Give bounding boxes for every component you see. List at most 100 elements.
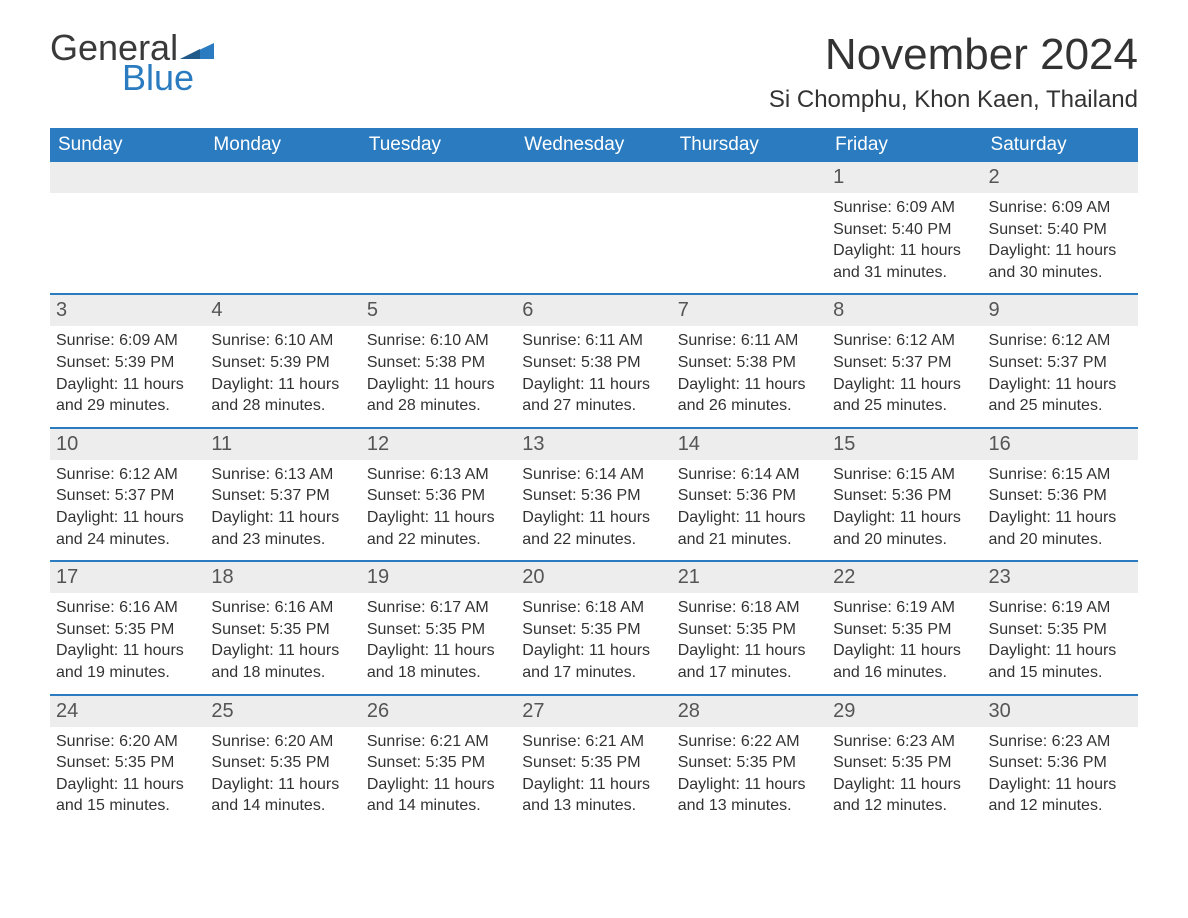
day-day1: Daylight: 11 hours [833,774,976,796]
day-body: Sunrise: 6:18 AMSunset: 5:35 PMDaylight:… [516,593,671,693]
day-sunrise: Sunrise: 6:10 AM [211,330,354,352]
calendar-cell: 12Sunrise: 6:13 AMSunset: 5:36 PMDayligh… [361,429,516,560]
day-sunrise: Sunrise: 6:22 AM [678,731,821,753]
day-day2: and 15 minutes. [56,795,199,817]
calendar-cell [361,162,516,293]
day-number: 11 [205,429,360,460]
day-number: 9 [983,295,1138,326]
day-sunset: Sunset: 5:38 PM [678,352,821,374]
calendar-cell: 18Sunrise: 6:16 AMSunset: 5:35 PMDayligh… [205,562,360,693]
day-day1: Daylight: 11 hours [989,240,1132,262]
day-number: 25 [205,696,360,727]
day-number [672,162,827,193]
brand-logo: General Blue [50,30,214,96]
day-sunset: Sunset: 5:40 PM [833,219,976,241]
day-day1: Daylight: 11 hours [678,640,821,662]
day-day2: and 28 minutes. [211,395,354,417]
day-sunrise: Sunrise: 6:12 AM [833,330,976,352]
day-sunset: Sunset: 5:37 PM [833,352,976,374]
day-number: 23 [983,562,1138,593]
day-sunrise: Sunrise: 6:17 AM [367,597,510,619]
calendar-cell: 21Sunrise: 6:18 AMSunset: 5:35 PMDayligh… [672,562,827,693]
day-sunrise: Sunrise: 6:15 AM [833,464,976,486]
day-sunset: Sunset: 5:35 PM [211,619,354,641]
day-day2: and 20 minutes. [833,529,976,551]
day-sunset: Sunset: 5:38 PM [522,352,665,374]
day-body: Sunrise: 6:09 AMSunset: 5:40 PMDaylight:… [827,193,982,293]
day-body: Sunrise: 6:11 AMSunset: 5:38 PMDaylight:… [672,326,827,426]
day-body: Sunrise: 6:14 AMSunset: 5:36 PMDaylight:… [672,460,827,560]
day-day2: and 12 minutes. [989,795,1132,817]
day-number: 3 [50,295,205,326]
day-day2: and 29 minutes. [56,395,199,417]
day-day1: Daylight: 11 hours [833,507,976,529]
day-day1: Daylight: 11 hours [367,374,510,396]
day-sunrise: Sunrise: 6:10 AM [367,330,510,352]
day-body: Sunrise: 6:17 AMSunset: 5:35 PMDaylight:… [361,593,516,693]
calendar-cell [516,162,671,293]
calendar-cell: 25Sunrise: 6:20 AMSunset: 5:35 PMDayligh… [205,696,360,827]
day-number: 15 [827,429,982,460]
calendar-cell: 20Sunrise: 6:18 AMSunset: 5:35 PMDayligh… [516,562,671,693]
day-sunrise: Sunrise: 6:20 AM [56,731,199,753]
day-body: Sunrise: 6:12 AMSunset: 5:37 PMDaylight:… [983,326,1138,426]
day-body: Sunrise: 6:18 AMSunset: 5:35 PMDaylight:… [672,593,827,693]
calendar-cell [50,162,205,293]
calendar-cell: 10Sunrise: 6:12 AMSunset: 5:37 PMDayligh… [50,429,205,560]
day-sunset: Sunset: 5:35 PM [56,752,199,774]
day-day1: Daylight: 11 hours [522,774,665,796]
calendar-cell: 5Sunrise: 6:10 AMSunset: 5:38 PMDaylight… [361,295,516,426]
day-sunset: Sunset: 5:35 PM [367,752,510,774]
calendar-cell [205,162,360,293]
day-sunrise: Sunrise: 6:19 AM [833,597,976,619]
calendar-week: 24Sunrise: 6:20 AMSunset: 5:35 PMDayligh… [50,694,1138,827]
day-sunrise: Sunrise: 6:14 AM [522,464,665,486]
calendar-cell: 26Sunrise: 6:21 AMSunset: 5:35 PMDayligh… [361,696,516,827]
location-text: Si Chomphu, Khon Kaen, Thailand [769,86,1138,114]
day-day1: Daylight: 11 hours [522,507,665,529]
day-day2: and 20 minutes. [989,529,1132,551]
day-number: 26 [361,696,516,727]
day-body: Sunrise: 6:09 AMSunset: 5:40 PMDaylight:… [983,193,1138,293]
day-body: Sunrise: 6:21 AMSunset: 5:35 PMDaylight:… [361,727,516,827]
day-day1: Daylight: 11 hours [56,374,199,396]
calendar-cell: 4Sunrise: 6:10 AMSunset: 5:39 PMDaylight… [205,295,360,426]
weekday-thu: Thursday [672,128,827,162]
day-sunrise: Sunrise: 6:15 AM [989,464,1132,486]
calendar-week: 10Sunrise: 6:12 AMSunset: 5:37 PMDayligh… [50,427,1138,560]
day-day2: and 24 minutes. [56,529,199,551]
day-day2: and 26 minutes. [678,395,821,417]
day-number: 10 [50,429,205,460]
day-number: 14 [672,429,827,460]
weekday-sun: Sunday [50,128,205,162]
day-day1: Daylight: 11 hours [367,640,510,662]
day-sunset: Sunset: 5:36 PM [833,485,976,507]
calendar-week: 1Sunrise: 6:09 AMSunset: 5:40 PMDaylight… [50,162,1138,293]
day-day2: and 14 minutes. [367,795,510,817]
calendar-cell: 8Sunrise: 6:12 AMSunset: 5:37 PMDaylight… [827,295,982,426]
day-day2: and 17 minutes. [678,662,821,684]
day-sunset: Sunset: 5:36 PM [989,485,1132,507]
day-body: Sunrise: 6:12 AMSunset: 5:37 PMDaylight:… [50,460,205,560]
day-sunset: Sunset: 5:35 PM [522,752,665,774]
day-body: Sunrise: 6:11 AMSunset: 5:38 PMDaylight:… [516,326,671,426]
day-day1: Daylight: 11 hours [56,640,199,662]
day-day2: and 16 minutes. [833,662,976,684]
day-sunrise: Sunrise: 6:12 AM [56,464,199,486]
calendar-cell: 1Sunrise: 6:09 AMSunset: 5:40 PMDaylight… [827,162,982,293]
day-day1: Daylight: 11 hours [522,374,665,396]
weekday-wed: Wednesday [516,128,671,162]
empty-day [516,193,671,293]
day-number: 24 [50,696,205,727]
calendar-week: 17Sunrise: 6:16 AMSunset: 5:35 PMDayligh… [50,560,1138,693]
day-number: 1 [827,162,982,193]
day-sunrise: Sunrise: 6:23 AM [833,731,976,753]
day-day2: and 12 minutes. [833,795,976,817]
weekday-mon: Monday [205,128,360,162]
weekday-tue: Tuesday [361,128,516,162]
day-sunrise: Sunrise: 6:09 AM [56,330,199,352]
day-day2: and 22 minutes. [522,529,665,551]
day-number: 7 [672,295,827,326]
day-day2: and 21 minutes. [678,529,821,551]
day-day1: Daylight: 11 hours [833,240,976,262]
